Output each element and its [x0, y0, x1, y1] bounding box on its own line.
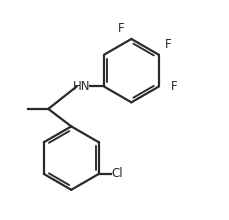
Text: F: F — [165, 38, 171, 51]
Text: HN: HN — [73, 80, 90, 93]
Text: F: F — [170, 80, 177, 93]
Text: Cl: Cl — [111, 167, 123, 180]
Text: F: F — [118, 22, 124, 35]
